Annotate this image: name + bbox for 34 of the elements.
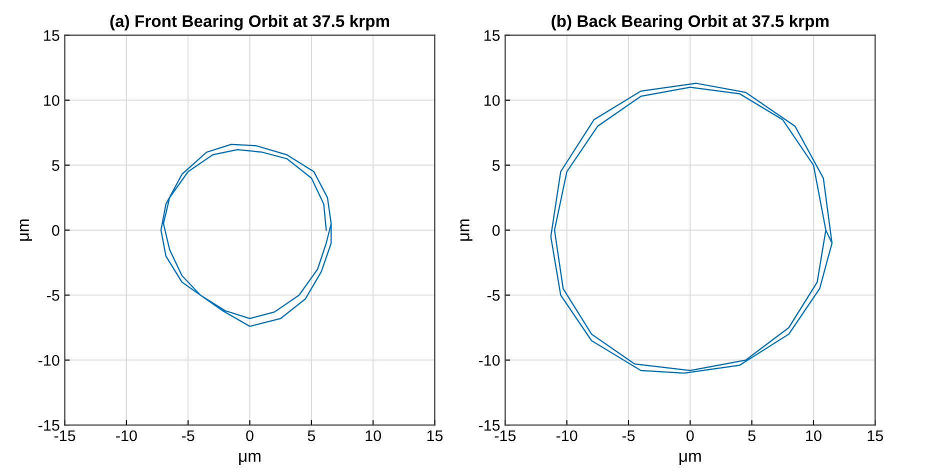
chart-title: (b) Back Bearing Orbit at 37.5 krpm (552, 14, 829, 30)
x-tick-label: -5 (182, 430, 194, 442)
y-tick-label: -5 (47, 290, 60, 301)
x-tick-label: -10 (556, 430, 578, 442)
x-tick-label: 5 (308, 430, 316, 442)
y-axis-title: μm (20, 220, 32, 241)
x-tick-label: 10 (366, 430, 381, 442)
x-axis-title: μm (239, 452, 260, 465)
line-series (550, 82, 833, 374)
y-tick-label: 10 (44, 95, 60, 106)
chart-title: (a) Front Bearing Orbit at 37.5 krpm (110, 14, 390, 30)
x-tick-label: 0 (686, 430, 694, 442)
y-tick-label: -10 (38, 354, 60, 366)
line-series (160, 144, 332, 327)
y-tick-label: 5 (52, 160, 60, 171)
y-tick-label: 15 (484, 30, 500, 41)
x-tick-label: 10 (806, 430, 822, 442)
y-tick-label: -5 (487, 290, 500, 301)
y-tick-label: 15 (44, 30, 60, 41)
x-tick-label: 15 (427, 430, 443, 442)
x-axis-title: μm (680, 452, 701, 465)
x-tick-label: -10 (116, 430, 137, 442)
x-tick-label: -5 (622, 430, 635, 442)
y-tick-label: -10 (478, 354, 500, 366)
y-axis-title: μm (460, 220, 472, 241)
y-tick-label: -15 (478, 420, 500, 431)
y-tick-label: 10 (484, 95, 500, 106)
x-tick-label: 15 (868, 430, 884, 442)
y-tick-label: -15 (38, 420, 60, 431)
x-tick-label: 5 (748, 430, 756, 442)
y-tick-label: 5 (492, 160, 500, 171)
y-tick-label: 0 (492, 225, 500, 236)
x-tick-label: 0 (246, 430, 254, 442)
y-tick-label: 0 (52, 225, 60, 236)
